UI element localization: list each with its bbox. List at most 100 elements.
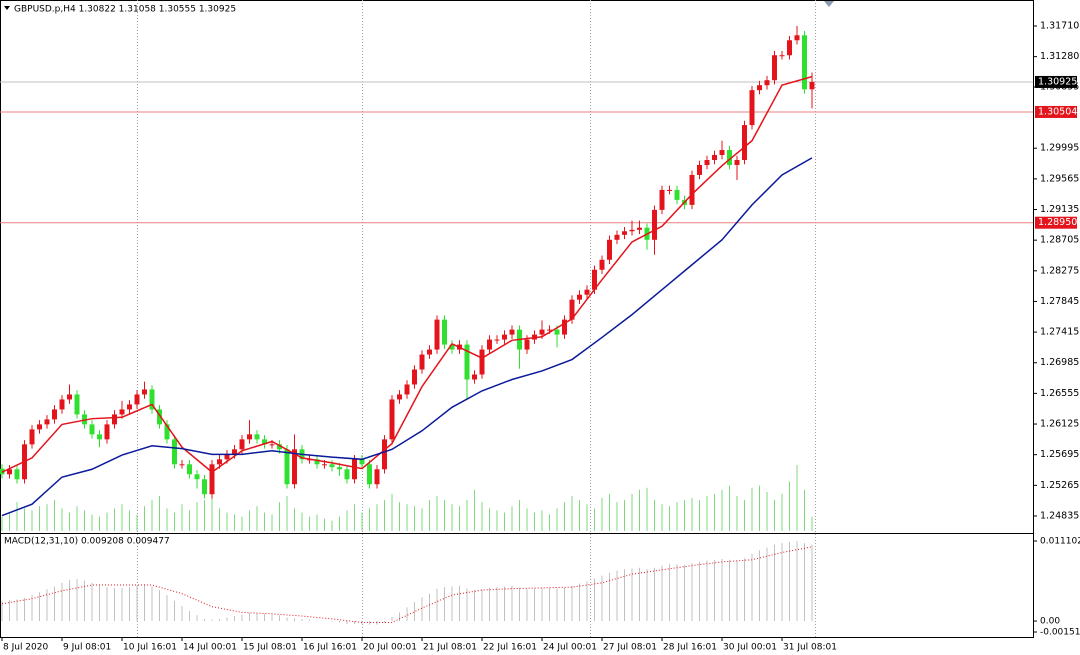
candle-body — [119, 409, 125, 415]
candle-body — [764, 80, 770, 86]
moving-average — [1, 75, 813, 474]
x-tick-label: 20 Jul 00:01 — [363, 643, 417, 653]
x-tick-label: 8 Jul 2020 — [3, 643, 48, 653]
candle-body — [472, 374, 477, 380]
candle-body — [712, 155, 717, 160]
candle-body — [134, 394, 140, 405]
y-tick-label: 1.26985 — [1040, 357, 1079, 368]
candle-body — [464, 344, 470, 380]
candle-body — [37, 424, 42, 430]
candle-body — [314, 459, 320, 465]
candle-body — [629, 229, 635, 232]
candle-body — [202, 479, 207, 495]
candle-body — [614, 234, 620, 240]
y-tick-label: 1.26555 — [1040, 388, 1079, 399]
candle-body — [757, 85, 762, 91]
y-tick-label: 1.27415 — [1040, 327, 1079, 338]
x-tick-label: 31 Jul 08:01 — [783, 643, 837, 653]
moving-average — [1, 157, 813, 517]
candle-body — [277, 444, 282, 450]
x-tick-label: 14 Jul 00:01 — [183, 643, 237, 653]
candle-body — [44, 419, 50, 425]
candle-body — [179, 464, 185, 466]
candle-body — [652, 209, 657, 240]
candle-body — [539, 329, 545, 335]
macd-label: MACD(12,31,10) 0.009208 0.009477 — [4, 537, 170, 547]
y-tick-label: 1.24835 — [1040, 510, 1079, 521]
x-tick-label: 30 Jul 00:01 — [723, 643, 777, 653]
candle-body — [607, 239, 612, 260]
x-tick-label: 24 Jul 00:01 — [543, 643, 597, 653]
y-tick-label: 1.31710 — [1040, 21, 1079, 32]
title-arrow[interactable] — [4, 6, 10, 10]
candle-body — [734, 159, 740, 165]
macd-y-tick-label: 0.00 — [1040, 617, 1060, 627]
candle-body — [554, 329, 560, 335]
candle-body — [97, 434, 102, 440]
chart-title: GBPUSD.p,H4 1.30822 1.31058 1.30555 1.30… — [14, 5, 236, 15]
price-level-box — [1035, 75, 1077, 88]
candle-body — [404, 384, 410, 395]
candle-body — [502, 334, 507, 340]
candle-body — [599, 259, 605, 270]
candle-body — [329, 464, 335, 468]
candle-body — [292, 449, 297, 485]
candle-body — [637, 227, 642, 230]
candle-body — [217, 459, 222, 465]
candle-body — [254, 434, 260, 440]
candle-body — [487, 339, 492, 350]
y-tick-label: 1.29995 — [1040, 143, 1079, 154]
candle-body — [269, 444, 275, 446]
candle-body — [547, 329, 552, 331]
candle-body — [262, 439, 267, 445]
candle-body — [59, 399, 65, 410]
candle-body — [787, 40, 792, 56]
candle-body — [727, 150, 732, 165]
macd-y-tick-label: -0.001517 — [1040, 628, 1080, 638]
shift-marker[interactable] — [824, 1, 834, 7]
y-tick-label: 1.29565 — [1040, 173, 1079, 184]
candle-body — [622, 231, 627, 235]
candle-body — [14, 469, 20, 480]
candle-body — [809, 81, 815, 90]
candle-body — [7, 469, 12, 475]
candle-body — [172, 439, 177, 465]
price-level-box — [1035, 216, 1077, 229]
candle-body — [194, 474, 200, 480]
price-level-label: 1.28950 — [1038, 217, 1077, 228]
x-tick-label: 21 Jul 08:01 — [423, 643, 477, 653]
x-tick-label: 16 Jul 16:01 — [303, 643, 357, 653]
candle-body — [344, 469, 350, 480]
candle-body — [74, 394, 80, 415]
candle-body — [374, 469, 380, 485]
candle-body — [232, 449, 237, 455]
candle-body — [164, 424, 170, 440]
macd-y-tick-label: 0.011102 — [1040, 537, 1080, 547]
candle-body — [802, 35, 807, 90]
candle-body — [674, 189, 680, 200]
candle-body — [359, 459, 365, 465]
candle-body — [434, 319, 440, 350]
candle-body — [569, 299, 575, 320]
candle-body — [127, 404, 132, 410]
y-tick-label: 1.27845 — [1040, 296, 1079, 307]
candle-body — [149, 389, 155, 410]
candle-body — [382, 439, 387, 470]
candle-body — [479, 349, 485, 375]
candle-body — [524, 339, 530, 350]
candle-body — [697, 164, 702, 175]
candle-body — [367, 464, 372, 485]
candle-body — [427, 349, 432, 355]
candle-body — [449, 344, 455, 350]
candle-body — [577, 294, 582, 300]
candle-body — [337, 467, 342, 470]
candle-body — [412, 369, 417, 385]
price-level-label: 1.30504 — [1038, 106, 1077, 117]
candle-body — [157, 409, 162, 425]
candle-body — [772, 55, 777, 81]
candle-body — [592, 269, 597, 290]
x-tick-label: 27 Jul 08:01 — [603, 643, 657, 653]
chart-frame — [0, 0, 1034, 638]
y-tick-label: 1.26125 — [1040, 419, 1079, 430]
y-tick-label: 1.29135 — [1040, 204, 1079, 215]
